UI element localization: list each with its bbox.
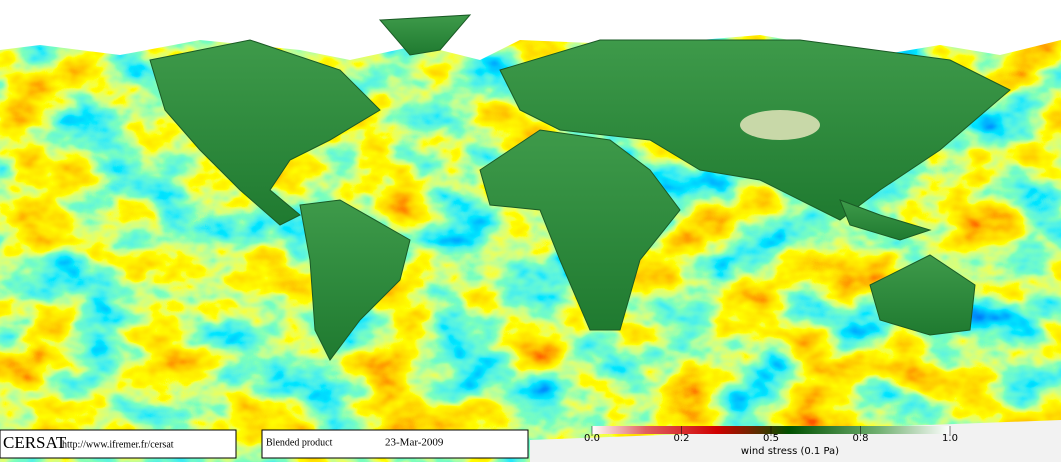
product: Blended product: [266, 437, 333, 448]
logo: CERSAT: [3, 433, 67, 452]
footer-box: [261, 429, 529, 459]
colorbar-tick-label: 0.5: [763, 433, 779, 444]
date: 23-Mar-2009: [385, 437, 444, 449]
footer-box: [0, 429, 237, 459]
legend-title: wind stress (0.1 Pa): [741, 446, 839, 457]
plateau: [740, 110, 820, 140]
colorbar-tick-label: 0.8: [853, 433, 869, 444]
colorbar-tick-label: 1.0: [942, 433, 958, 444]
url: http://www.ifremer.fr/cersat: [62, 439, 174, 450]
colorbar-tick-label: 0.2: [674, 433, 690, 444]
colorbar: wind stress (0.1 Pa) 0.0 0.2 0.5 0.8 1.0: [584, 426, 958, 457]
colorbar-tick-label: 0.0: [584, 433, 600, 444]
